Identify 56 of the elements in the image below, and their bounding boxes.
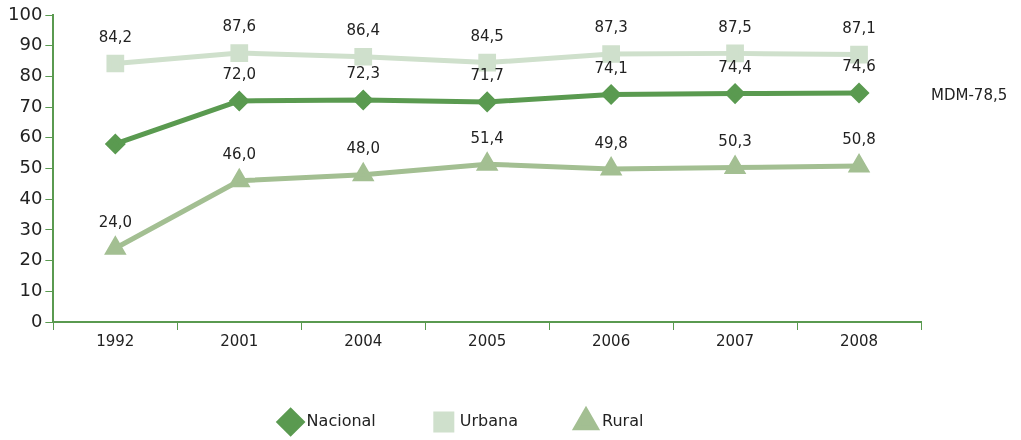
- data-label: 87,1: [842, 18, 876, 37]
- y-tick-label: 70: [19, 94, 43, 116]
- data-label: 71,7: [470, 66, 504, 85]
- data-label: 86,4: [346, 21, 380, 40]
- point: [106, 54, 125, 73]
- y-tick-label: 30: [19, 217, 43, 239]
- data-label: 24,0: [98, 212, 133, 231]
- y-tick-label: 20: [19, 248, 43, 270]
- data-label: 87,6: [222, 17, 256, 36]
- point: [476, 151, 499, 171]
- legend-label: Urbana: [459, 411, 519, 431]
- y-tick-label: 10: [19, 278, 43, 300]
- point: [848, 153, 871, 173]
- y-tick-label: 50: [19, 156, 43, 178]
- x-tick-label: 2006: [592, 331, 631, 350]
- legend-label: Nacional: [306, 411, 376, 431]
- x-tick-label: 2001: [220, 331, 259, 350]
- point: [600, 156, 623, 176]
- y-tick-label: 90: [19, 33, 43, 55]
- data-label: 87,3: [594, 18, 628, 37]
- data-label: 46,0: [222, 145, 256, 164]
- data-label: 49,8: [594, 133, 628, 152]
- data-label: 50,8: [842, 130, 876, 149]
- data-label: 74,4: [718, 57, 752, 76]
- y-tick-label: 0: [30, 309, 43, 331]
- x-tick-label: 2008: [839, 331, 879, 350]
- data-label: 51,4: [470, 128, 504, 147]
- point: [229, 91, 249, 111]
- point: [725, 84, 745, 104]
- text: MDM-78,5: [931, 86, 1008, 105]
- data-label: 84,2: [98, 27, 133, 46]
- data-label: 87,5: [718, 17, 752, 36]
- point: [104, 235, 127, 255]
- x-tick-label: 2004: [344, 331, 383, 350]
- data-label: 74,1: [594, 58, 628, 77]
- point: [354, 47, 373, 66]
- legend-label: Rural: [602, 411, 644, 431]
- point: [849, 83, 869, 103]
- y-tick-label: 60: [19, 125, 43, 147]
- x-tick-label: 2007: [715, 331, 755, 350]
- data-label: 48,0: [346, 139, 380, 158]
- point: [105, 134, 125, 154]
- y-tick-label: 40: [19, 186, 43, 208]
- point: [601, 85, 621, 105]
- y-tick-label: 80: [19, 64, 43, 86]
- x-tick-label: 1992: [96, 331, 135, 350]
- point: [353, 90, 373, 110]
- data-label: 84,5: [470, 26, 504, 45]
- x-tick-label: 2005: [468, 331, 507, 350]
- data-label: 72,3: [346, 64, 380, 83]
- data-label: 50,3: [718, 131, 752, 150]
- point: [230, 44, 249, 62]
- data-label: 74,6: [842, 57, 876, 76]
- point: [477, 92, 497, 112]
- y-tick-label: 100: [8, 2, 43, 24]
- data-label: 72,0: [222, 65, 256, 84]
